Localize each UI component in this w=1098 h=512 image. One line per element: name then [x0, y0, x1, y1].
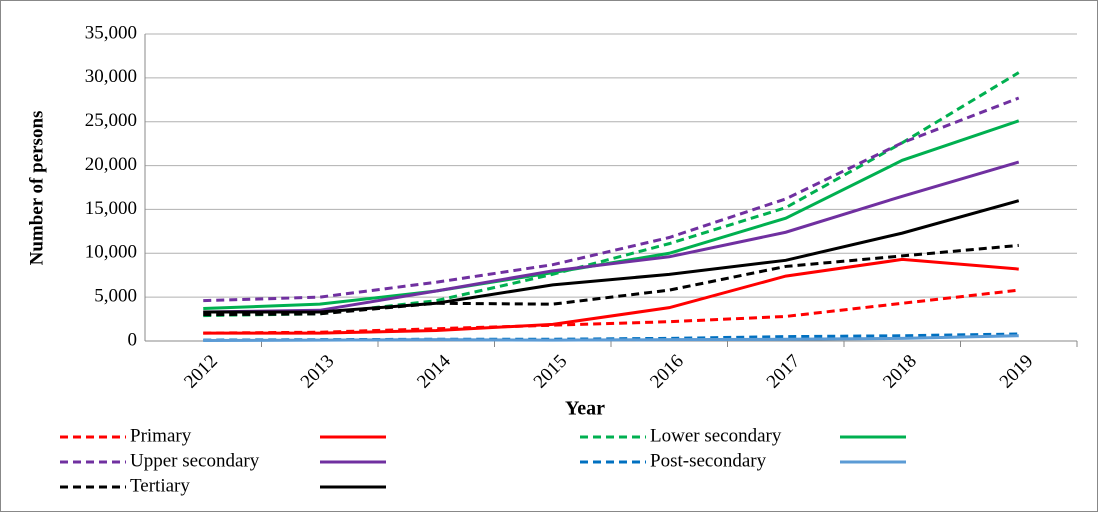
series-line: [203, 257, 1019, 335]
series-line: [203, 160, 1020, 314]
legend-label: Lower secondary: [650, 425, 782, 446]
legend-label: Upper secondary: [130, 450, 260, 471]
series-line: [203, 199, 1020, 314]
y-tick-label: 20,000: [85, 154, 137, 175]
legend-label: Primary: [130, 425, 192, 446]
series-line: [203, 96, 1020, 303]
y-tick-label: 25,000: [85, 110, 137, 131]
x-axis-label: Year: [565, 398, 605, 420]
y-axis-label: Number of persons: [26, 111, 47, 266]
y-tick-label: 10,000: [85, 242, 137, 263]
legend-label: Post-secondary: [650, 450, 767, 471]
y-tick-label: 5,000: [94, 286, 137, 307]
legend-label: Tertiary: [130, 475, 190, 496]
y-tick-label: 0: [128, 329, 138, 350]
series-line: [203, 334, 1019, 343]
y-tick-label: 15,000: [85, 198, 137, 219]
y-tick-label: 35,000: [85, 22, 137, 43]
y-tick-label: 30,000: [85, 66, 137, 87]
